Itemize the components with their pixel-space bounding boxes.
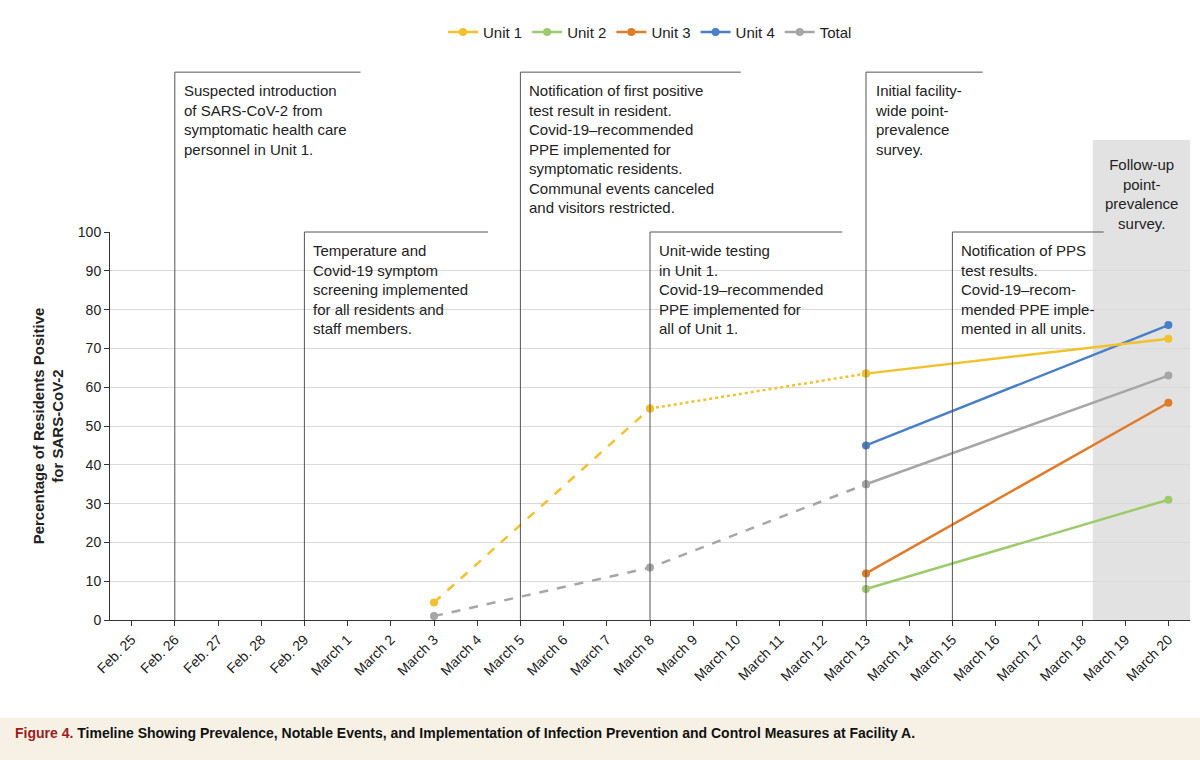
svg-text:Percentage of Residents Positi: Percentage of Residents Positivefor SARS…: [30, 308, 67, 545]
svg-text:Feb. 25: Feb. 25: [94, 631, 139, 676]
svg-text:March 4: March 4: [437, 631, 484, 678]
svg-text:100: 100: [78, 224, 102, 240]
svg-text:March 11: March 11: [735, 631, 787, 683]
svg-text:Suspected introductionof SARS-: Suspected introductionof SARS-CoV-2 from…: [184, 82, 347, 158]
svg-text:March 14: March 14: [864, 631, 917, 684]
svg-text:March 10: March 10: [691, 631, 744, 684]
svg-text:Feb. 27: Feb. 27: [180, 631, 225, 676]
svg-text:Temperature andCovid-19 sympto: Temperature andCovid-19 symptomscreening…: [313, 242, 468, 337]
svg-text:60: 60: [86, 379, 102, 395]
svg-text:March 8: March 8: [610, 631, 657, 678]
svg-text:80: 80: [86, 302, 102, 318]
svg-text:Feb. 28: Feb. 28: [223, 631, 268, 676]
svg-text:March 5: March 5: [480, 631, 527, 678]
svg-text:40: 40: [86, 457, 102, 473]
svg-text:March 6: March 6: [524, 631, 571, 678]
svg-text:March 18: March 18: [1036, 631, 1089, 684]
svg-text:March 9: March 9: [653, 631, 700, 678]
svg-text:Unit 1: Unit 1: [483, 24, 522, 41]
svg-text:Initial facility-wide point-pr: Initial facility-wide point-prevalencesu…: [875, 82, 962, 158]
svg-text:March 15: March 15: [907, 631, 960, 684]
svg-text:Unit 4: Unit 4: [736, 24, 775, 41]
svg-text:Feb. 26: Feb. 26: [137, 631, 182, 676]
svg-text:50: 50: [86, 418, 102, 434]
svg-text:March 12: March 12: [777, 631, 830, 684]
svg-text:March 13: March 13: [820, 631, 873, 684]
svg-text:10: 10: [86, 573, 102, 589]
svg-text:March 16: March 16: [950, 631, 1003, 684]
svg-text:March 19: March 19: [1080, 631, 1133, 684]
svg-text:Feb. 29: Feb. 29: [267, 631, 312, 676]
svg-text:Figure 4. Timeline Showing Pre: Figure 4. Timeline Showing Prevalence, N…: [15, 725, 915, 741]
svg-text:90: 90: [86, 263, 102, 279]
svg-text:March 1: March 1: [308, 631, 355, 678]
svg-text:70: 70: [86, 340, 102, 356]
svg-text:March 17: March 17: [993, 631, 1046, 684]
svg-text:March 7: March 7: [567, 631, 614, 678]
svg-text:20: 20: [86, 534, 102, 550]
svg-text:Total: Total: [820, 24, 852, 41]
svg-text:March 3: March 3: [394, 631, 441, 678]
svg-text:0: 0: [93, 612, 101, 628]
svg-text:Follow-uppoint-prevalencesurve: Follow-uppoint-prevalencesurvey.: [1105, 156, 1178, 232]
svg-text:Notification of first positive: Notification of first positivetest resul…: [529, 82, 714, 216]
svg-text:30: 30: [86, 496, 102, 512]
svg-text:Notification of PPStest result: Notification of PPStest results.Covid-19…: [961, 242, 1094, 337]
svg-text:March 2: March 2: [351, 631, 398, 678]
svg-text:Unit-wide testingin Unit 1.Cov: Unit-wide testingin Unit 1.Covid-19–reco…: [659, 242, 823, 337]
svg-text:Unit 2: Unit 2: [567, 24, 606, 41]
svg-text:March 20: March 20: [1123, 631, 1176, 684]
svg-text:Unit 3: Unit 3: [651, 24, 690, 41]
